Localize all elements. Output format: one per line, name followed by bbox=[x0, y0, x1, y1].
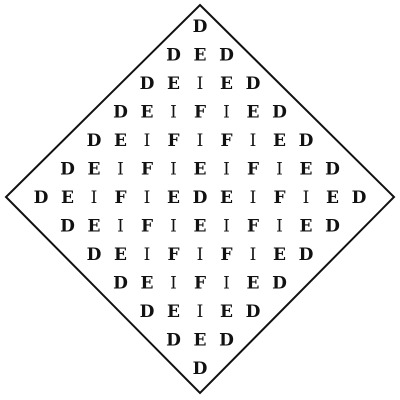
letter-cell: E bbox=[273, 131, 286, 151]
letter-cell: F bbox=[220, 245, 232, 265]
letter-cell: F bbox=[273, 188, 285, 208]
letter-cell: F bbox=[114, 188, 126, 208]
letter-cell: D bbox=[193, 359, 208, 379]
letter-cell: D bbox=[113, 103, 128, 123]
letter-cell: D bbox=[325, 217, 340, 237]
letter-cell: D bbox=[113, 274, 128, 294]
letter-cell: D bbox=[193, 188, 208, 208]
letter-cell: F bbox=[220, 131, 232, 151]
letter-cell: I bbox=[144, 131, 151, 151]
letter-cell: I bbox=[170, 103, 177, 123]
letter-cell: E bbox=[194, 46, 207, 66]
letter-cell: I bbox=[223, 103, 230, 123]
letter-cell: D bbox=[219, 46, 234, 66]
letter-cell: E bbox=[194, 217, 207, 237]
letter-cell: I bbox=[223, 274, 230, 294]
letter-cell: E bbox=[114, 245, 127, 265]
letter-cell: E bbox=[273, 245, 286, 265]
letter-cell: E bbox=[167, 302, 180, 322]
letter-cell: E bbox=[220, 188, 233, 208]
letter-cell: F bbox=[194, 274, 206, 294]
letter-cell: E bbox=[194, 331, 207, 351]
letter-cell: D bbox=[325, 160, 340, 180]
letter-cell: D bbox=[140, 74, 155, 94]
letter-cell: E bbox=[88, 217, 101, 237]
letter-cell: I bbox=[250, 188, 257, 208]
letter-cell: E bbox=[220, 74, 233, 94]
letter-cell: I bbox=[144, 188, 151, 208]
letter-cell: F bbox=[167, 245, 179, 265]
letter-cell: D bbox=[60, 217, 75, 237]
letter-cell: D bbox=[299, 245, 314, 265]
letter-cell: D bbox=[140, 302, 155, 322]
letter-cell: E bbox=[141, 274, 154, 294]
letter-cell: E bbox=[141, 103, 154, 123]
letter-cell: I bbox=[303, 188, 310, 208]
letter-cell: E bbox=[167, 74, 180, 94]
letter-cell: E bbox=[247, 274, 260, 294]
letter-cell: E bbox=[300, 217, 313, 237]
letter-cell: E bbox=[194, 160, 207, 180]
letter-cell: E bbox=[300, 160, 313, 180]
letter-cell: D bbox=[219, 331, 234, 351]
letter-cell: F bbox=[167, 131, 179, 151]
letter-cell: D bbox=[34, 188, 49, 208]
letter-cell: D bbox=[272, 103, 287, 123]
diamond-border bbox=[4, 3, 396, 395]
letter-cell: D bbox=[166, 331, 181, 351]
letter-cell: D bbox=[246, 74, 261, 94]
letter-cell: I bbox=[117, 217, 124, 237]
letter-cell: I bbox=[170, 160, 177, 180]
letter-cell: D bbox=[246, 302, 261, 322]
letter-grid: DD E DD E I E DD E I F I E DD E I F I F I E DD E I F I E I F I E DD E I F… bbox=[34, 17, 367, 379]
letter-cell: E bbox=[220, 302, 233, 322]
letter-cell: E bbox=[61, 188, 74, 208]
letter-cell: F bbox=[141, 217, 153, 237]
letter-cell: I bbox=[223, 160, 230, 180]
letter-cell: F bbox=[247, 217, 259, 237]
letter-cell: D bbox=[193, 17, 208, 37]
letter-cell: E bbox=[88, 160, 101, 180]
letter-cell: I bbox=[144, 245, 151, 265]
letter-cell: D bbox=[87, 131, 102, 151]
letter-cell: E bbox=[247, 103, 260, 123]
letter-cell: I bbox=[197, 302, 204, 322]
letter-cell: I bbox=[223, 217, 230, 237]
letter-cell: E bbox=[326, 188, 339, 208]
letter-cell: F bbox=[141, 160, 153, 180]
letter-cell: I bbox=[197, 245, 204, 265]
letter-cell: I bbox=[170, 274, 177, 294]
letter-cell: I bbox=[250, 245, 257, 265]
letter-cell: I bbox=[197, 131, 204, 151]
letter-cell: D bbox=[166, 46, 181, 66]
letter-cell: E bbox=[167, 188, 180, 208]
letter-cell: D bbox=[87, 245, 102, 265]
letter-cell: D bbox=[60, 160, 75, 180]
letter-cell: D bbox=[272, 274, 287, 294]
letter-cell: I bbox=[170, 217, 177, 237]
letter-cell: F bbox=[247, 160, 259, 180]
letter-cell: I bbox=[117, 160, 124, 180]
letter-cell: D bbox=[299, 131, 314, 151]
letter-cell: I bbox=[276, 217, 283, 237]
letter-cell: I bbox=[250, 131, 257, 151]
letter-cell: I bbox=[197, 74, 204, 94]
letter-cell: I bbox=[91, 188, 98, 208]
letter-cell: E bbox=[114, 131, 127, 151]
letter-cell: D bbox=[352, 188, 367, 208]
letter-cell: F bbox=[194, 103, 206, 123]
letter-cell: I bbox=[276, 160, 283, 180]
